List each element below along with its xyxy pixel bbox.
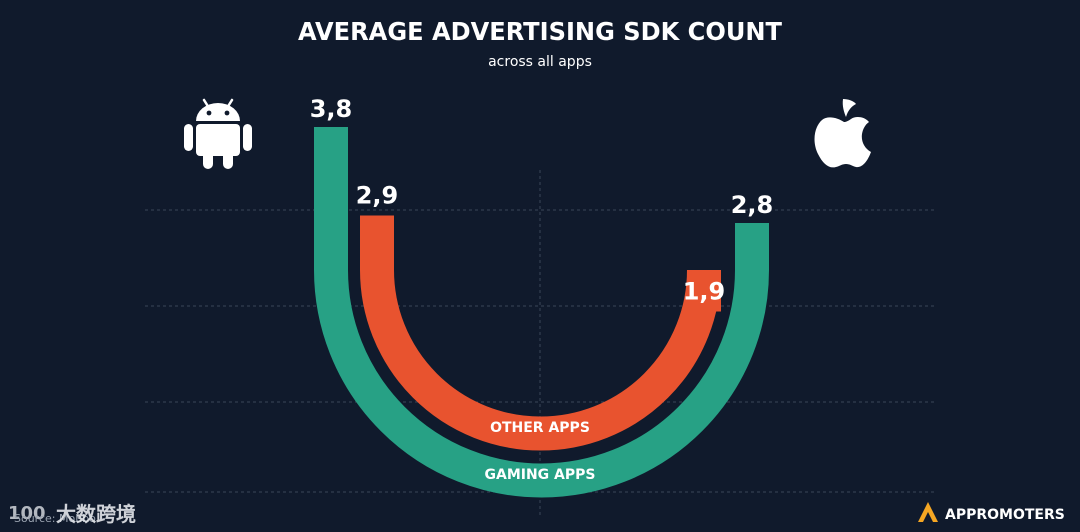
apple-icon — [814, 99, 871, 168]
source-text: Source: Mobbo — [14, 512, 96, 525]
data-label-other-ios: 1,9 — [683, 278, 726, 306]
brand-name: APPROMOTERS — [945, 507, 1065, 523]
data-label-other-android: 2,9 — [356, 181, 399, 209]
series-label-gaming-apps: GAMING APPS — [485, 467, 596, 483]
chart-title: AVERAGE ADVERTISING SDK COUNT — [298, 17, 782, 46]
watermark-text: 大数跨境 — [56, 502, 136, 526]
data-label-gaming-android: 3,8 — [310, 95, 353, 123]
series-label-other-apps: OTHER APPS — [490, 420, 590, 436]
android-icon — [184, 98, 252, 169]
watermark-logo-text: 100 — [8, 503, 46, 524]
appromoters-logo-icon — [918, 502, 938, 522]
other-apps-arc — [360, 215, 721, 451]
chart-subtitle: across all apps — [488, 54, 592, 70]
data-label-gaming-ios: 2,8 — [731, 191, 774, 219]
gaming-apps-arc — [314, 127, 769, 498]
